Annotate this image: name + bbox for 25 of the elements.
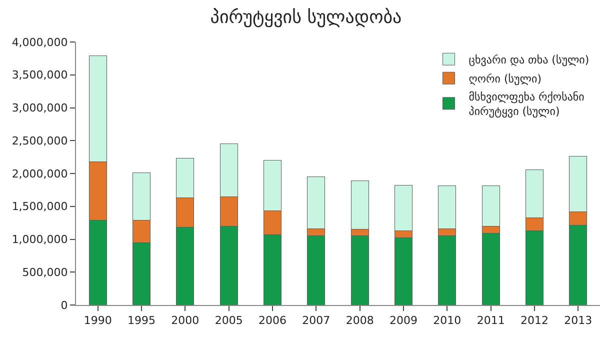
y-tick-label: 2,000,000: [12, 167, 68, 180]
y-tick-label: 3,000,000: [12, 102, 68, 115]
y-tick-label: 3,500,000: [12, 68, 68, 82]
x-tick-label: 2006: [258, 314, 286, 328]
y-tick-label: 500,000: [22, 266, 68, 279]
x-tick-label: 2011: [476, 314, 505, 328]
y-tick-label: 2,500,000: [12, 134, 68, 148]
x-tick-label: 1995: [128, 314, 156, 328]
x-tick-label: 2012: [520, 314, 548, 328]
x-tick-label: 2008: [346, 314, 374, 328]
legend-label: ღორი (სული): [468, 72, 542, 86]
y-tick-label: 4,000,000: [12, 36, 68, 49]
x-tick-label: 1990: [84, 314, 112, 328]
legend-label: ცხვარი და თხა (სული): [468, 53, 590, 66]
x-tick-label: 2007: [302, 314, 330, 328]
y-tick-label: 0: [60, 298, 68, 312]
x-tick-label: 2010: [433, 314, 462, 328]
legend-label: მსხვილფეხა რქოსანი პირუტყვი (სული): [468, 90, 585, 118]
x-tick-label: 2000: [171, 314, 200, 328]
y-tick-label: 1,000,000: [12, 233, 68, 246]
x-tick-label: 2009: [390, 314, 418, 328]
chart-title: პირუტყვის სულადობა: [210, 6, 402, 28]
y-tick-label: 1,500,000: [12, 200, 68, 214]
x-tick-label: 2013: [564, 314, 592, 328]
x-tick-label: 2005: [214, 314, 243, 328]
